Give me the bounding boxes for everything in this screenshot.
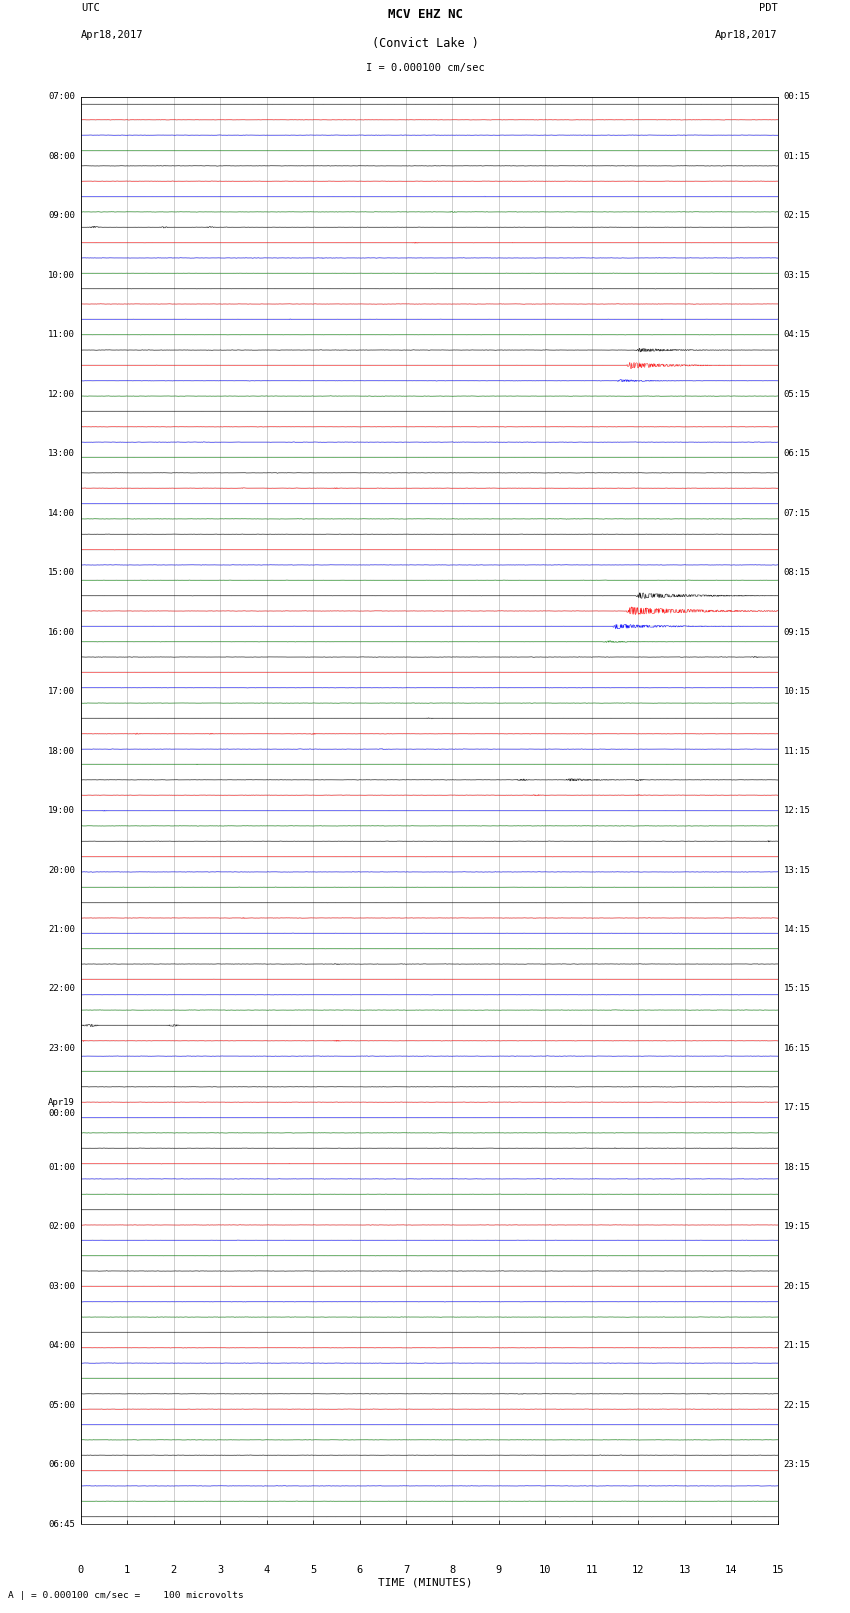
Text: 18:00: 18:00 (48, 747, 75, 755)
Text: MCV EHZ NC: MCV EHZ NC (388, 8, 462, 21)
Text: 19:00: 19:00 (48, 806, 75, 815)
Text: 03:15: 03:15 (784, 271, 811, 279)
Text: 16:15: 16:15 (784, 1044, 811, 1053)
Text: 22:15: 22:15 (784, 1400, 811, 1410)
Text: 04:00: 04:00 (48, 1342, 75, 1350)
Text: I = 0.000100 cm/sec: I = 0.000100 cm/sec (366, 63, 484, 73)
Text: TIME (MINUTES): TIME (MINUTES) (377, 1578, 473, 1587)
Text: 00:15: 00:15 (784, 92, 811, 102)
Text: 05:15: 05:15 (784, 390, 811, 398)
Text: 01:15: 01:15 (784, 152, 811, 161)
Text: (Convict Lake ): (Convict Lake ) (371, 37, 479, 50)
Text: 15:15: 15:15 (784, 984, 811, 994)
Text: UTC: UTC (81, 3, 99, 13)
Text: 22:00: 22:00 (48, 984, 75, 994)
Text: 09:15: 09:15 (784, 627, 811, 637)
Text: 08:15: 08:15 (784, 568, 811, 577)
Text: 10:15: 10:15 (784, 687, 811, 697)
Text: 10:00: 10:00 (48, 271, 75, 279)
Text: 12:15: 12:15 (784, 806, 811, 815)
Text: 11:15: 11:15 (784, 747, 811, 755)
Text: 23:00: 23:00 (48, 1044, 75, 1053)
Text: 21:00: 21:00 (48, 924, 75, 934)
Text: 13:00: 13:00 (48, 448, 75, 458)
Text: 06:00: 06:00 (48, 1460, 75, 1469)
Text: 07:00: 07:00 (48, 92, 75, 102)
Text: 03:00: 03:00 (48, 1282, 75, 1290)
Text: 18:15: 18:15 (784, 1163, 811, 1173)
Text: 17:00: 17:00 (48, 687, 75, 697)
Text: 02:00: 02:00 (48, 1223, 75, 1231)
Text: 07:15: 07:15 (784, 508, 811, 518)
Text: 17:15: 17:15 (784, 1103, 811, 1113)
Text: 13:15: 13:15 (784, 866, 811, 874)
Text: 20:00: 20:00 (48, 866, 75, 874)
Text: 23:15: 23:15 (784, 1460, 811, 1469)
Text: PDT: PDT (759, 3, 778, 13)
Text: 06:15: 06:15 (784, 448, 811, 458)
Text: 05:00: 05:00 (48, 1400, 75, 1410)
Text: A | = 0.000100 cm/sec =    100 microvolts: A | = 0.000100 cm/sec = 100 microvolts (8, 1590, 244, 1600)
Text: Apr18,2017: Apr18,2017 (715, 31, 778, 40)
Text: 08:00: 08:00 (48, 152, 75, 161)
Text: 02:15: 02:15 (784, 211, 811, 221)
Text: 16:00: 16:00 (48, 627, 75, 637)
Text: 04:15: 04:15 (784, 331, 811, 339)
Text: 21:15: 21:15 (784, 1342, 811, 1350)
Text: 12:00: 12:00 (48, 390, 75, 398)
Text: 19:15: 19:15 (784, 1223, 811, 1231)
Text: 15:00: 15:00 (48, 568, 75, 577)
Text: 06:45: 06:45 (48, 1519, 75, 1529)
Text: Apr19
00:00: Apr19 00:00 (48, 1098, 75, 1118)
Text: 14:00: 14:00 (48, 508, 75, 518)
Text: 20:15: 20:15 (784, 1282, 811, 1290)
Text: Apr18,2017: Apr18,2017 (81, 31, 144, 40)
Text: 01:00: 01:00 (48, 1163, 75, 1173)
Text: 14:15: 14:15 (784, 924, 811, 934)
Text: 11:00: 11:00 (48, 331, 75, 339)
Text: 09:00: 09:00 (48, 211, 75, 221)
